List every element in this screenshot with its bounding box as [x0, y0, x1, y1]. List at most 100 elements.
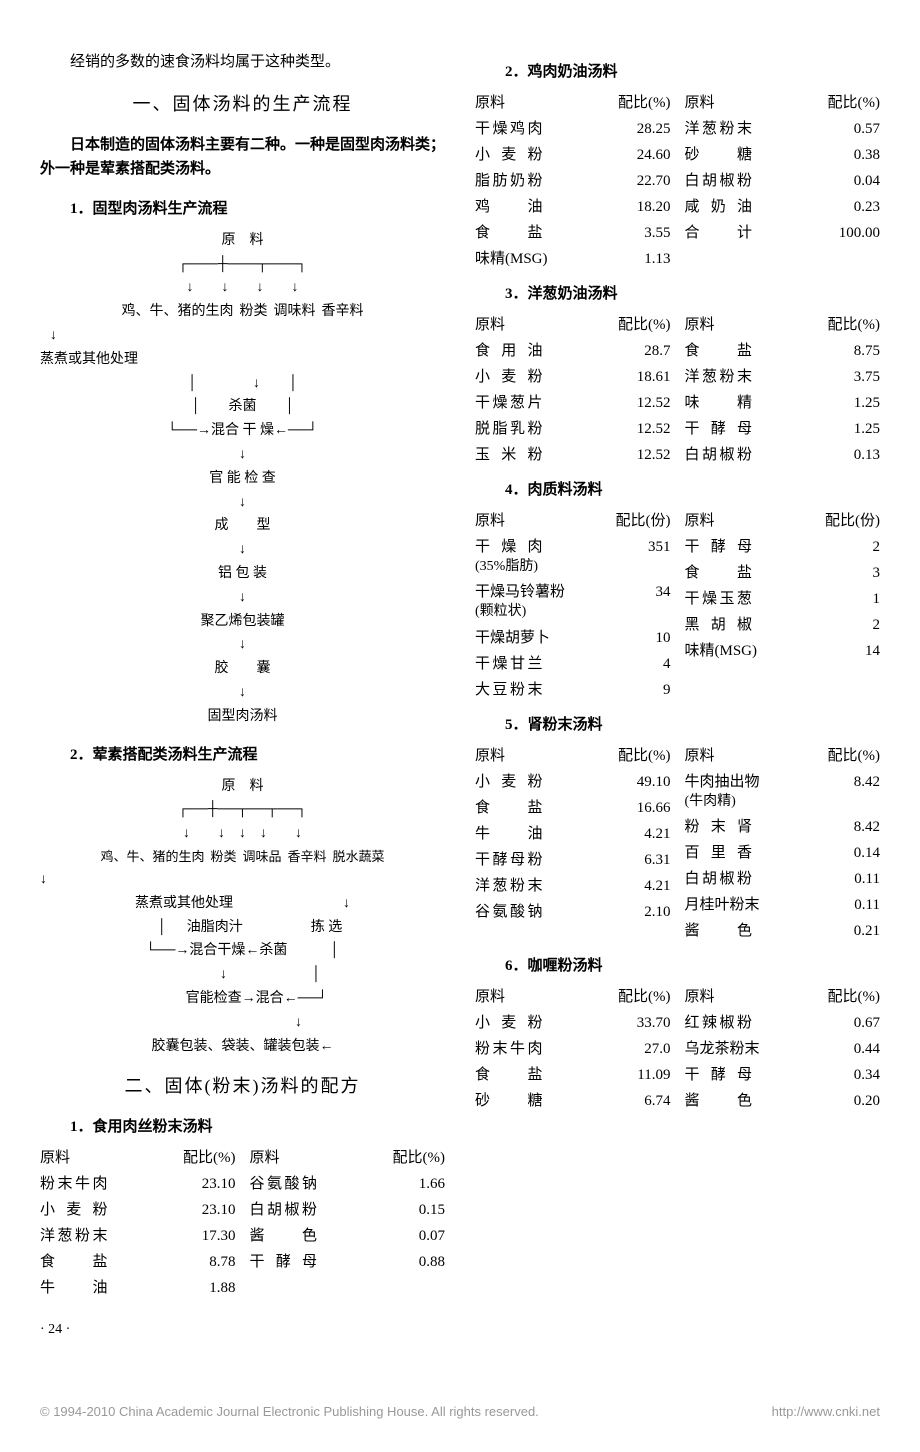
recipe-6-title: 6．咖喱粉汤料: [475, 954, 880, 978]
recipe-row: 玉 米 粉12.52: [475, 442, 671, 468]
recipe-row: 牛 油1.88: [40, 1275, 236, 1301]
recipe-row: 干燥甘兰4: [475, 651, 671, 677]
recipe-2: 2．鸡肉奶油汤料 原料配比(%)干燥鸡肉28.25小 麦 粉24.60脂肪奶粉2…: [475, 60, 880, 272]
recipe-5: 5．肾粉末汤料 原料配比(%)小 麦 粉49.10食 盐16.66牛 油4.21…: [475, 713, 880, 944]
recipe-row: 粉 末 肾8.42: [685, 814, 881, 840]
recipe-row: 脱脂乳粉12.52: [475, 416, 671, 442]
recipe-row: 干燥鸡肉28.25: [475, 116, 671, 142]
recipe-header: 原料配比(%): [685, 312, 881, 338]
flowchart-2: 原 料 ┌──┼──┬──┬──┐ ↓ ↓ ↓ ↓ ↓ 鸡、牛、猪的生肉 粉类 …: [40, 775, 445, 1059]
sub-1-2: 2．荤素搭配类汤料生产流程: [40, 743, 445, 767]
flow1-branch-spice: 香辛料: [322, 300, 364, 324]
flow2-branch-veg: 脱水蔬菜: [333, 846, 385, 868]
recipe-row: 白胡椒粉0.04: [685, 168, 881, 194]
recipe-row: 粉末牛肉23.10: [40, 1171, 236, 1197]
recipe-header: 原料配比(%): [475, 90, 671, 116]
flow2-branch-meat: 鸡、牛、猪的生肉: [100, 846, 204, 868]
recipe-row: 砂 糖6.74: [475, 1088, 671, 1114]
recipe-header: 原料配比(%): [475, 984, 671, 1010]
recipe-row: 小 麦 粉49.10: [475, 769, 671, 795]
recipe-row: 白胡椒粉0.13: [685, 442, 881, 468]
flow2-branch-powder: 粉类: [210, 846, 236, 868]
recipe-row: 小 麦 粉24.60: [475, 142, 671, 168]
recipe-5-title: 5．肾粉末汤料: [475, 713, 880, 737]
recipe-1: 1．食用肉丝粉末汤料 原料配比(%)粉末牛肉23.10小 麦 粉23.10洋葱粉…: [40, 1115, 445, 1301]
recipe-row: 大豆粉末9: [475, 677, 671, 703]
flow1-step-pe: 聚乙烯包装罐: [40, 610, 445, 634]
flow1-branch-powder: 粉类: [240, 300, 268, 324]
flow1-step-form: 成 型: [40, 514, 445, 538]
right-column: 2．鸡肉奶油汤料 原料配比(%)干燥鸡肉28.25小 麦 粉24.60脂肪奶粉2…: [475, 50, 880, 1342]
flow2-step-mix: →混合干燥←杀菌: [175, 943, 287, 958]
flow2-branch-spice: 香辛料: [288, 846, 327, 868]
recipe-row: 洋葱粉末3.75: [685, 364, 881, 390]
flow2-step-juice: 油脂肉汁: [187, 916, 243, 940]
recipe-row: 食 盐16.66: [475, 795, 671, 821]
recipe-row: 味精(MSG)14: [685, 638, 881, 664]
recipe-header: 原料配比(%): [475, 312, 671, 338]
recipe-row: 食 盐3.55: [475, 220, 671, 246]
recipe-row: 干燥玉葱1: [685, 586, 881, 612]
intro-text: 经销的多数的速食汤料均属于这种类型。: [40, 50, 445, 74]
recipe-row: 小 麦 粉18.61: [475, 364, 671, 390]
section1-title: 一、固体汤料的生产流程: [40, 90, 445, 119]
recipe-row: 食 盐8.78: [40, 1249, 236, 1275]
recipe-header: 原料配比(%): [685, 90, 881, 116]
recipe-row: 食 盐11.09: [475, 1062, 671, 1088]
recipe-row: 味 精1.25: [685, 390, 881, 416]
recipe-row: 干 酵 母1.25: [685, 416, 881, 442]
recipe-row: 白胡椒粉0.11: [685, 866, 881, 892]
recipe-1-title: 1．食用肉丝粉末汤料: [40, 1115, 445, 1139]
recipe-header: 原料配比(%): [475, 743, 671, 769]
recipe-4: 4．肉质料汤料 原料配比(份)干 燥 肉(35%脂肪)351干燥马铃薯粉(颗粒状…: [475, 478, 880, 703]
recipe-row: 干 酵 母0.88: [250, 1249, 446, 1275]
recipe-row: 乌龙茶粉末0.44: [685, 1036, 881, 1062]
recipe-row: 酱 色0.21: [685, 918, 881, 944]
recipe-row: 咸 奶 油0.23: [685, 194, 881, 220]
flow1-branch-flavor: 调味料: [274, 300, 316, 324]
recipe-row: 红辣椒粉0.67: [685, 1010, 881, 1036]
recipe-3: 3．洋葱奶油汤料 原料配比(%)食 用 油28.7小 麦 粉18.61干燥葱片1…: [475, 282, 880, 468]
recipe-row: 谷氨酸钠1.66: [250, 1171, 446, 1197]
recipe-row: 干燥葱片12.52: [475, 390, 671, 416]
flow1-branch-meat: 鸡、牛、猪的生肉: [122, 300, 234, 324]
recipe-row: 食 用 油28.7: [475, 338, 671, 364]
recipe-row: 干酵母粉6.31: [475, 847, 671, 873]
recipe-row: 黑 胡 椒2: [685, 612, 881, 638]
recipe-row: 牛肉抽出物(牛肉精)8.42: [685, 769, 881, 814]
flow1-step-sterilize: 杀菌: [229, 399, 257, 414]
recipe-row: 干燥马铃薯粉(颗粒状)34: [475, 579, 671, 624]
flow1-step-sense: 官 能 检 查: [40, 467, 445, 491]
recipe-4-title: 4．肉质料汤料: [475, 478, 880, 502]
recipe-2-title: 2．鸡肉奶油汤料: [475, 60, 880, 84]
recipe-row: 洋葱粉末4.21: [475, 873, 671, 899]
page-number: · 24 ·: [40, 1319, 445, 1341]
flow2-step-sense: 官能检查→混合←: [186, 991, 298, 1006]
recipe-row: 月桂叶粉末0.11: [685, 892, 881, 918]
section1-intro: 日本制造的固体汤料主要有二种。一种是固型肉汤料类；外一种是荤素搭配类汤料。: [40, 133, 445, 181]
flow2-step-select: 拣 选: [311, 916, 343, 940]
flow2-step-pack: 胶囊包装、袋装、罐装包装←: [40, 1035, 445, 1059]
flow2-branch-flavor: 调味品: [242, 846, 281, 868]
recipe-row: 合 计100.00: [685, 220, 881, 246]
recipe-header: 原料配比(%): [685, 984, 881, 1010]
recipe-row: 干 酵 母2: [685, 534, 881, 560]
recipe-row: 洋葱粉末0.57: [685, 116, 881, 142]
recipe-6: 6．咖喱粉汤料 原料配比(%)小 麦 粉33.70粉末牛肉27.0食 盐11.0…: [475, 954, 880, 1114]
recipe-row: 牛 油4.21: [475, 821, 671, 847]
recipe-row: 酱 色0.07: [250, 1223, 446, 1249]
recipe-row: 小 麦 粉23.10: [40, 1197, 236, 1223]
recipe-row: 干燥胡萝卜10: [475, 625, 671, 651]
recipe-header: 原料配比(份): [475, 508, 671, 534]
recipe-header: 原料配比(%): [40, 1145, 236, 1171]
section2-title: 二、固体(粉末)汤料的配方: [40, 1072, 445, 1101]
flow1-step-cook: 蒸煮或其他处理: [40, 348, 445, 372]
recipe-row: 小 麦 粉33.70: [475, 1010, 671, 1036]
recipe-header: 原料配比(%): [685, 743, 881, 769]
footer-url: http://www.cnki.net: [772, 1402, 880, 1423]
flow2-raw: 原 料: [40, 775, 445, 799]
flow2-step-cook: 蒸煮或其他处理: [135, 892, 233, 916]
recipe-row: 酱 色0.20: [685, 1088, 881, 1114]
recipe-row: 鸡 油18.20: [475, 194, 671, 220]
recipe-row: 脂肪奶粉22.70: [475, 168, 671, 194]
